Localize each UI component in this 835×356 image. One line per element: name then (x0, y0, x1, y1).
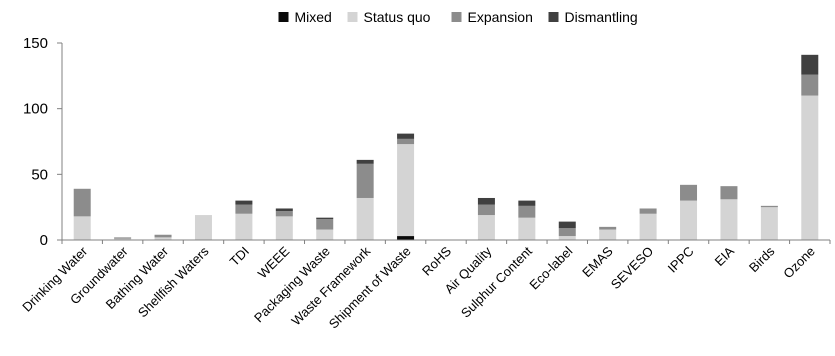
legend-swatch-mixed (278, 12, 289, 22)
x-tick-label-eia: EIA (712, 243, 738, 269)
bar-bathing-water-expansion (154, 234, 172, 238)
bar-shipment-of-waste-dismantling (397, 133, 415, 139)
bar-weee-dismantling (275, 208, 293, 212)
bar-emas-status-quo (599, 229, 617, 240)
bar-tdi-dismantling (235, 200, 253, 205)
bar-seveso-expansion (639, 208, 657, 214)
y-axis-ticks: 0 50 100 150 (23, 35, 62, 249)
y-tick-label: 50 (31, 166, 48, 183)
bar-birds-status-quo (760, 207, 778, 240)
bar-eco-label-dismantling (558, 221, 576, 229)
legend-label-status-quo: Status quo (364, 9, 431, 25)
x-tick-label-emas: EMAS (579, 243, 616, 280)
x-tick-label-sulphur-content: Sulphur Content (458, 243, 535, 320)
legend-swatch-status-quo (347, 12, 358, 22)
bars (73, 54, 819, 241)
legend-swatch-dismantling (548, 12, 559, 22)
bar-ippc-status-quo (680, 200, 698, 240)
x-tick-label-seveso: SEVESO (608, 244, 656, 292)
x-tick-label-tdi: TDI (227, 244, 252, 269)
x-tick-label-birds: Birds (746, 243, 778, 275)
bar-waste-framework-expansion (356, 163, 374, 198)
bar-ippc-expansion (680, 184, 698, 201)
y-tick-label: 0 (40, 232, 48, 249)
bar-shipment-of-waste-expansion (397, 138, 415, 145)
bar-shipment-of-waste-status-quo (397, 144, 415, 237)
bar-packaging-waste-status-quo (316, 229, 334, 240)
bar-groundwater-status-quo (114, 238, 132, 240)
x-tick-label-eco-label: Eco-label (526, 243, 575, 292)
legend-swatch-expansion (451, 12, 462, 22)
bar-waste-framework-status-quo (356, 197, 374, 240)
bar-ozone-dismantling (801, 54, 819, 75)
bar-waste-framework-dismantling (356, 159, 374, 164)
bar-ozone-expansion (801, 74, 819, 96)
bar-packaging-waste-dismantling (316, 217, 334, 219)
bar-air-quality-expansion (477, 204, 495, 216)
bar-air-quality-dismantling (477, 197, 495, 205)
x-tick-label-shellfish-waters: Shellfish Waters (135, 243, 212, 320)
bar-shellfish-waters-status-quo (194, 215, 212, 240)
bar-shipment-of-waste-mixed (397, 236, 415, 240)
x-tick-label-weee: WEEE (255, 243, 293, 281)
bar-tdi-status-quo (235, 213, 253, 240)
x-tick-label-rohs: RoHS (419, 243, 454, 278)
bar-emas-expansion (599, 226, 617, 230)
bar-drinking-water-status-quo (73, 216, 91, 240)
bar-sulphur-content-status-quo (518, 217, 536, 240)
legend: Mixed Status quo Expansion Dismantling (278, 9, 638, 25)
x-tick-label-ozone: Ozone (780, 244, 818, 282)
y-tick-label: 100 (23, 101, 48, 118)
y-tick-label: 150 (23, 35, 48, 52)
bar-bathing-water-status-quo (154, 237, 172, 240)
legend-label-dismantling: Dismantling (565, 9, 638, 25)
bar-groundwater-expansion (114, 237, 132, 239)
bar-drinking-water-expansion (73, 188, 91, 217)
bar-eia-status-quo (720, 199, 738, 240)
bar-seveso-status-quo (639, 213, 657, 240)
bar-tdi-expansion (235, 204, 253, 214)
axes (58, 43, 831, 244)
bar-ozone-status-quo (801, 95, 819, 241)
bar-weee-expansion (275, 211, 293, 217)
bar-birds-expansion (760, 205, 778, 208)
legend-label-mixed: Mixed (295, 9, 332, 25)
x-tick-label-ippc: IPPC (665, 244, 697, 276)
bar-sulphur-content-expansion (518, 205, 536, 218)
bar-eco-label-expansion (558, 228, 576, 237)
bar-eco-label-status-quo (558, 236, 576, 240)
legend-label-expansion: Expansion (468, 9, 533, 25)
bar-eia-expansion (720, 186, 738, 200)
bar-packaging-waste-expansion (316, 218, 334, 230)
bar-weee-status-quo (275, 216, 293, 240)
bar-air-quality-status-quo (477, 215, 495, 240)
bar-sulphur-content-dismantling (518, 200, 536, 206)
